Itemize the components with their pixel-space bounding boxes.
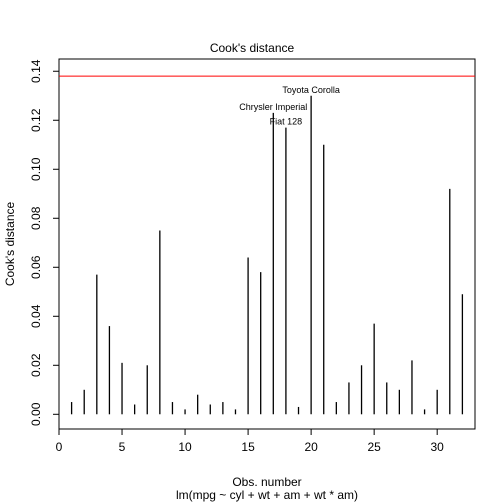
y-tick-label: 0.10 xyxy=(29,157,43,181)
y-axis-label: Cook's distance xyxy=(3,202,17,287)
x-tick-label: 5 xyxy=(119,440,126,454)
x-tick-label: 30 xyxy=(431,440,445,454)
y-tick-label: 0.08 xyxy=(29,206,43,230)
y-tick-label: 0.04 xyxy=(29,304,43,328)
chart-title: Cook's distance xyxy=(210,41,295,55)
y-tick-label: 0.06 xyxy=(29,255,43,279)
x-axis-label: Obs. number xyxy=(232,475,301,489)
x-tick-label: 10 xyxy=(178,440,192,454)
y-tick-label: 0.00 xyxy=(29,402,43,426)
x-axis: 0 5 10 15 20 25 30 xyxy=(56,429,445,454)
point-annotation: Fiat 128 xyxy=(270,117,303,127)
y-tick-label: 0.02 xyxy=(29,353,43,377)
plot-frame xyxy=(58,58,476,430)
point-annotation: Toyota Corolla xyxy=(282,85,340,95)
annotations: Toyota Corolla Chrysler Imperial Fiat 128 xyxy=(239,85,340,127)
x-tick-label: 0 xyxy=(56,440,63,454)
bars xyxy=(70,95,464,415)
x-tick-label: 25 xyxy=(367,440,381,454)
y-tick-label: 0.12 xyxy=(29,108,43,132)
point-annotation: Chrysler Imperial xyxy=(239,102,307,112)
x-tick-label: 20 xyxy=(304,440,318,454)
y-tick-label: 0.14 xyxy=(29,59,43,83)
y-axis: 0.00 0.02 0.04 0.06 0.08 0.10 0.12 0.14 xyxy=(29,59,59,426)
model-formula: lm(mpg ~ cyl + wt + am + wt * am) xyxy=(176,488,358,502)
x-tick-label: 15 xyxy=(241,440,255,454)
